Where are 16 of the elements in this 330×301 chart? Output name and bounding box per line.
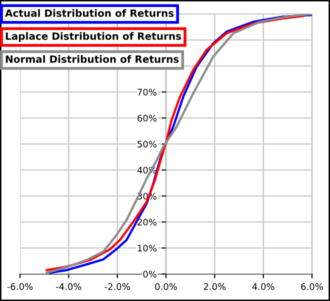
y-tick-label: 50% <box>138 140 156 148</box>
x-tick-label: 4.0% <box>252 283 274 290</box>
y-tick-label: 0% <box>143 270 156 278</box>
text: Actual Distribution of Returns <box>5 9 174 17</box>
x-tick-label: 6.0% <box>301 283 323 290</box>
y-tick-label: 70% <box>138 88 156 96</box>
y-tick-label: 60% <box>138 114 156 122</box>
text: Laplace Distribution of Returns <box>6 32 182 42</box>
x-tick-label: -4.0% <box>56 283 82 290</box>
x-tick-label: 0.0% <box>155 283 177 290</box>
y-tick-label: 20% <box>138 218 156 226</box>
x-tick-label: -2.0% <box>104 283 130 290</box>
text: Normal Distribution of Returns <box>6 55 179 63</box>
y-tick-label: 10% <box>138 244 156 252</box>
x-tick-label: -6.0% <box>7 283 33 290</box>
x-tick-label: 2.0% <box>204 283 226 290</box>
